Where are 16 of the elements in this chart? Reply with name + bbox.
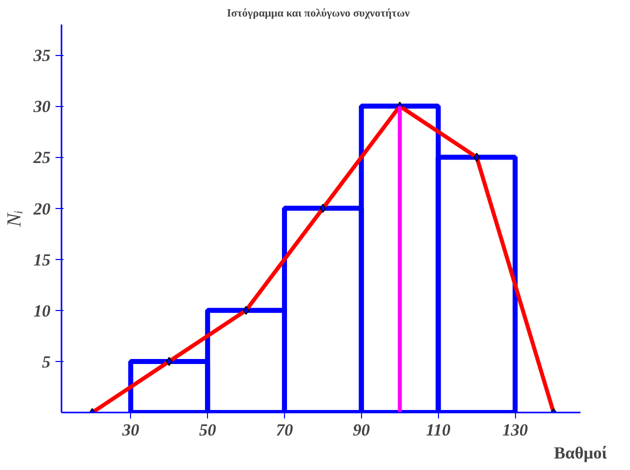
x-tick-label: 90 xyxy=(352,420,370,440)
y-tick-label: 20 xyxy=(32,199,51,218)
x-tick-label: 110 xyxy=(426,420,452,440)
y-tick-label: 35 xyxy=(32,46,51,66)
x-tick-label: 50 xyxy=(199,420,217,440)
x-tick-label: 30 xyxy=(121,420,140,440)
x-tick-label: 130 xyxy=(502,420,528,440)
y-tick-label: 30 xyxy=(32,97,51,116)
chart-title: Ιστόγραμμα και πολύγωνο συχνοτήτων xyxy=(226,8,410,20)
x-tick-label: 70 xyxy=(276,420,294,440)
y-tick-label: 25 xyxy=(32,148,51,168)
y-tick-label: 15 xyxy=(34,250,51,270)
x-axis-title: Βαθμοί xyxy=(554,444,608,462)
y-tick-label: 5 xyxy=(42,352,51,372)
y-tick-label: 10 xyxy=(34,301,51,320)
y-axis-title: Nᵢ xyxy=(4,210,26,228)
